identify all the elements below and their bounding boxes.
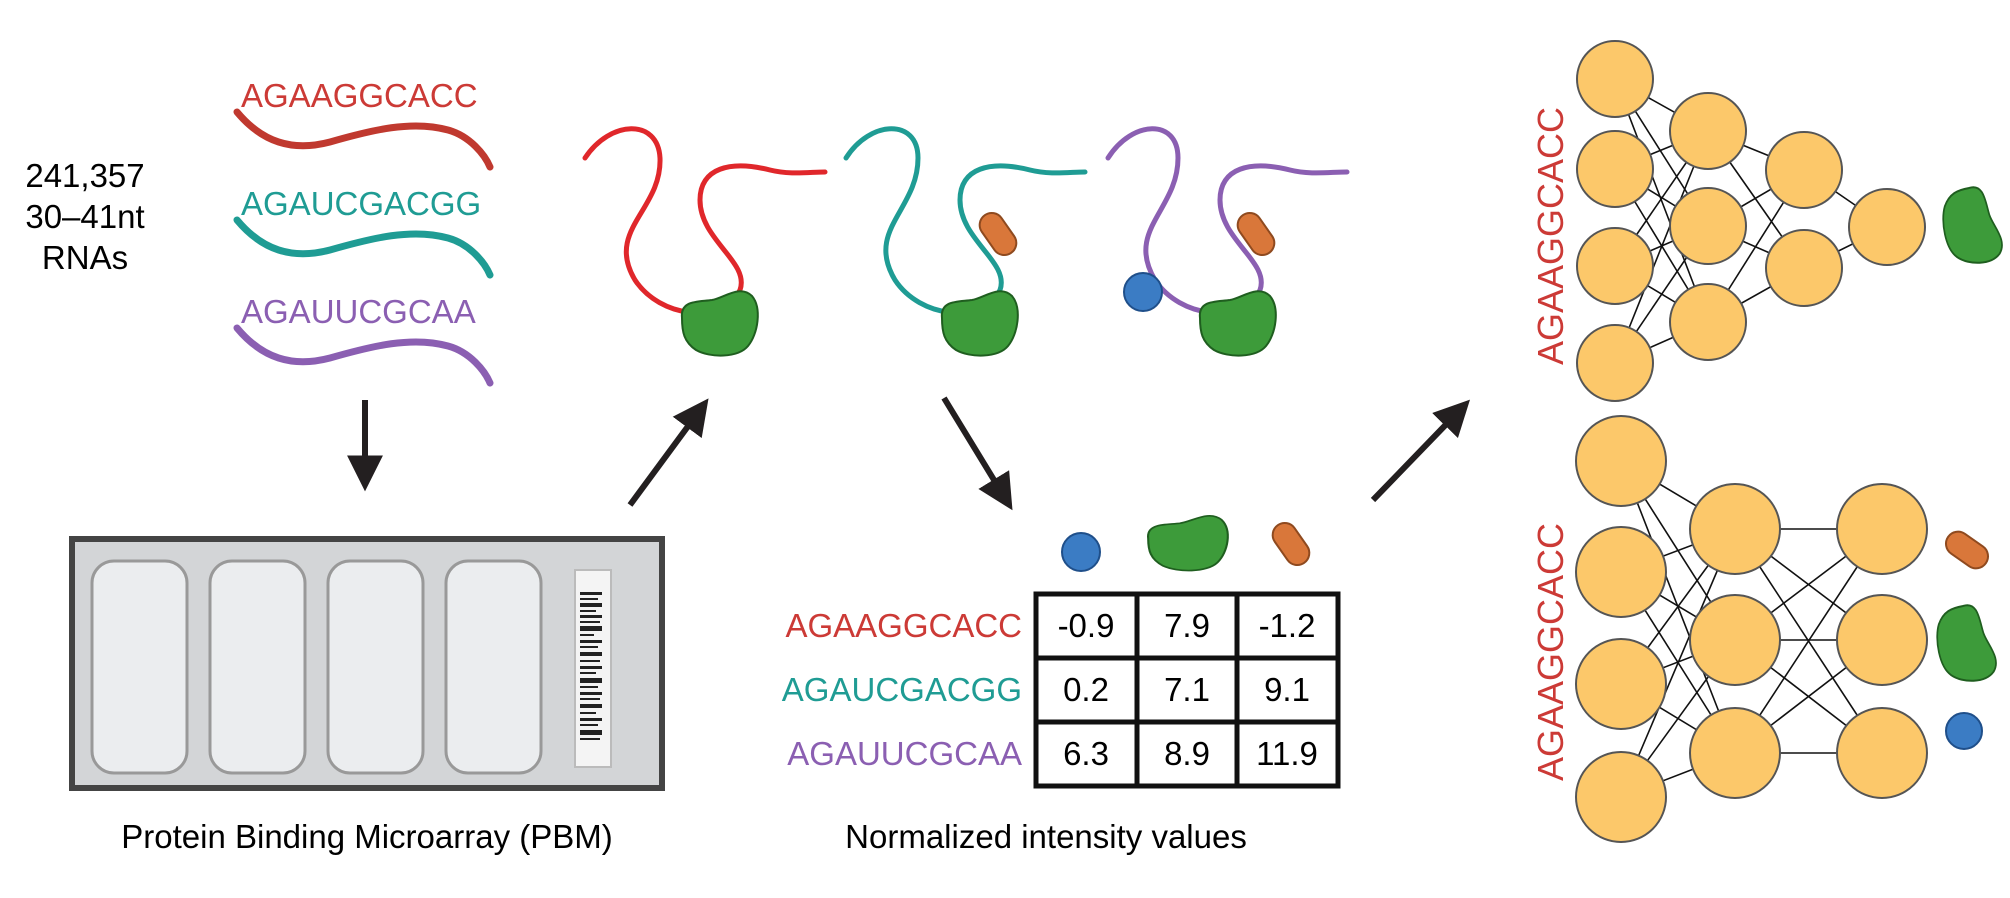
pbm-caption: Protein Binding Microarray (PBM)	[121, 818, 613, 855]
network-node	[1848, 188, 1926, 266]
network-top-nodes	[1576, 40, 1926, 402]
library-strands	[233, 108, 494, 387]
network-node	[1689, 707, 1781, 799]
network-node	[1765, 229, 1843, 307]
library-sequences: AGAAGGCACC AGAUCGACGG AGAUUCGCAA	[241, 77, 481, 330]
network-node	[1575, 526, 1667, 618]
network-edge	[1614, 78, 1709, 323]
network-node	[1669, 92, 1747, 170]
library-seq-3: AGAUUCGCAA	[241, 293, 476, 330]
arrow-binding-to-table	[941, 396, 1013, 511]
green-blob-protein-icon	[1146, 514, 1229, 572]
network-node	[1836, 483, 1928, 575]
blue-circle-protein-icon	[1061, 532, 1101, 572]
orange-capsule-protein-icon	[1944, 530, 1990, 570]
pbm-slide	[69, 536, 665, 791]
network-node	[1669, 283, 1747, 361]
table-cell: 6.3	[1063, 735, 1109, 772]
blue-circle-protein-icon	[1123, 272, 1163, 312]
library-seq-1: AGAAGGCACC	[241, 77, 478, 114]
binding-illustrations	[582, 126, 1350, 357]
intensity-table-caption: Normalized intensity values	[845, 818, 1247, 855]
pbm-well-4	[444, 559, 543, 775]
network-node	[1575, 638, 1667, 730]
library-length: 30–41nt	[25, 198, 144, 235]
rna-strand-teal	[233, 216, 494, 279]
network-bottom-input-label: AGAAGGCACC	[1530, 523, 1571, 781]
orange-capsule-protein-icon	[1271, 521, 1311, 567]
pbm-well-2	[208, 559, 307, 775]
green-blob-protein-icon	[680, 290, 759, 357]
rna-strand-purple	[233, 324, 494, 387]
network-bottom: AGAAGGCACC	[1530, 415, 2000, 843]
network-node	[1689, 594, 1781, 686]
network-edge	[1620, 528, 1736, 798]
network-node	[1669, 187, 1747, 265]
rna-strand-red	[233, 108, 494, 171]
pbm-well-1	[90, 559, 189, 775]
table-row-label-3: AGAUUCGCAA	[787, 735, 1022, 772]
table-cell: 8.9	[1164, 735, 1210, 772]
table-cell: -0.9	[1058, 607, 1115, 644]
library-seq-2: AGAUCGACGG	[241, 185, 481, 222]
library-type: RNAs	[42, 239, 128, 276]
table-cell: 7.9	[1164, 607, 1210, 644]
green-blob-protein-icon	[1936, 182, 2006, 270]
network-node	[1576, 130, 1654, 208]
network-node	[1576, 40, 1654, 118]
network-top: AGAAGGCACC	[1530, 40, 2006, 402]
green-blob-protein-icon	[1930, 600, 2000, 688]
library-count: 241,357	[25, 157, 144, 194]
rna-loop-red	[582, 126, 828, 316]
network-node	[1836, 707, 1928, 799]
table-cell: 7.1	[1164, 671, 1210, 708]
intensity-table-header-icons	[1061, 514, 1311, 572]
network-node	[1576, 324, 1654, 402]
table-cell: 11.9	[1256, 735, 1318, 772]
orange-capsule-protein-icon	[1236, 211, 1276, 257]
table-row-label-2: AGAUCGACGG	[782, 671, 1022, 708]
library-size-label: 241,357 30–41nt RNAs	[25, 157, 144, 276]
network-node	[1836, 594, 1928, 686]
network-node	[1765, 131, 1843, 209]
table-row-label-1: AGAAGGCACC	[785, 607, 1022, 644]
network-bottom-nodes	[1575, 415, 1928, 843]
pbm-well-3	[326, 559, 425, 775]
network-top-edges	[1614, 78, 1888, 364]
table-cell: -1.2	[1259, 607, 1316, 644]
blue-circle-protein-icon	[1945, 712, 1983, 750]
network-node	[1689, 483, 1781, 575]
green-blob-protein-icon	[940, 290, 1019, 357]
network-top-input-label: AGAAGGCACC	[1530, 107, 1571, 365]
arrow-table-to-networks	[1370, 399, 1471, 503]
arrow-pbm-to-binding	[627, 398, 709, 507]
network-node	[1575, 415, 1667, 507]
barcode-icon	[574, 569, 612, 768]
network-node	[1575, 751, 1667, 843]
table-cell: 9.1	[1264, 671, 1310, 708]
rna-loop-teal	[843, 126, 1088, 316]
intensity-table: AGAAGGCACC AGAUCGACGG AGAUUCGCAA -0.9 7.…	[782, 591, 1341, 789]
intensity-table-frame	[1033, 591, 1341, 789]
network-node	[1576, 227, 1654, 305]
green-blob-protein-icon	[1198, 290, 1277, 357]
table-cell: 0.2	[1063, 671, 1109, 708]
orange-capsule-protein-icon	[978, 211, 1018, 257]
network-edge	[1614, 130, 1709, 364]
